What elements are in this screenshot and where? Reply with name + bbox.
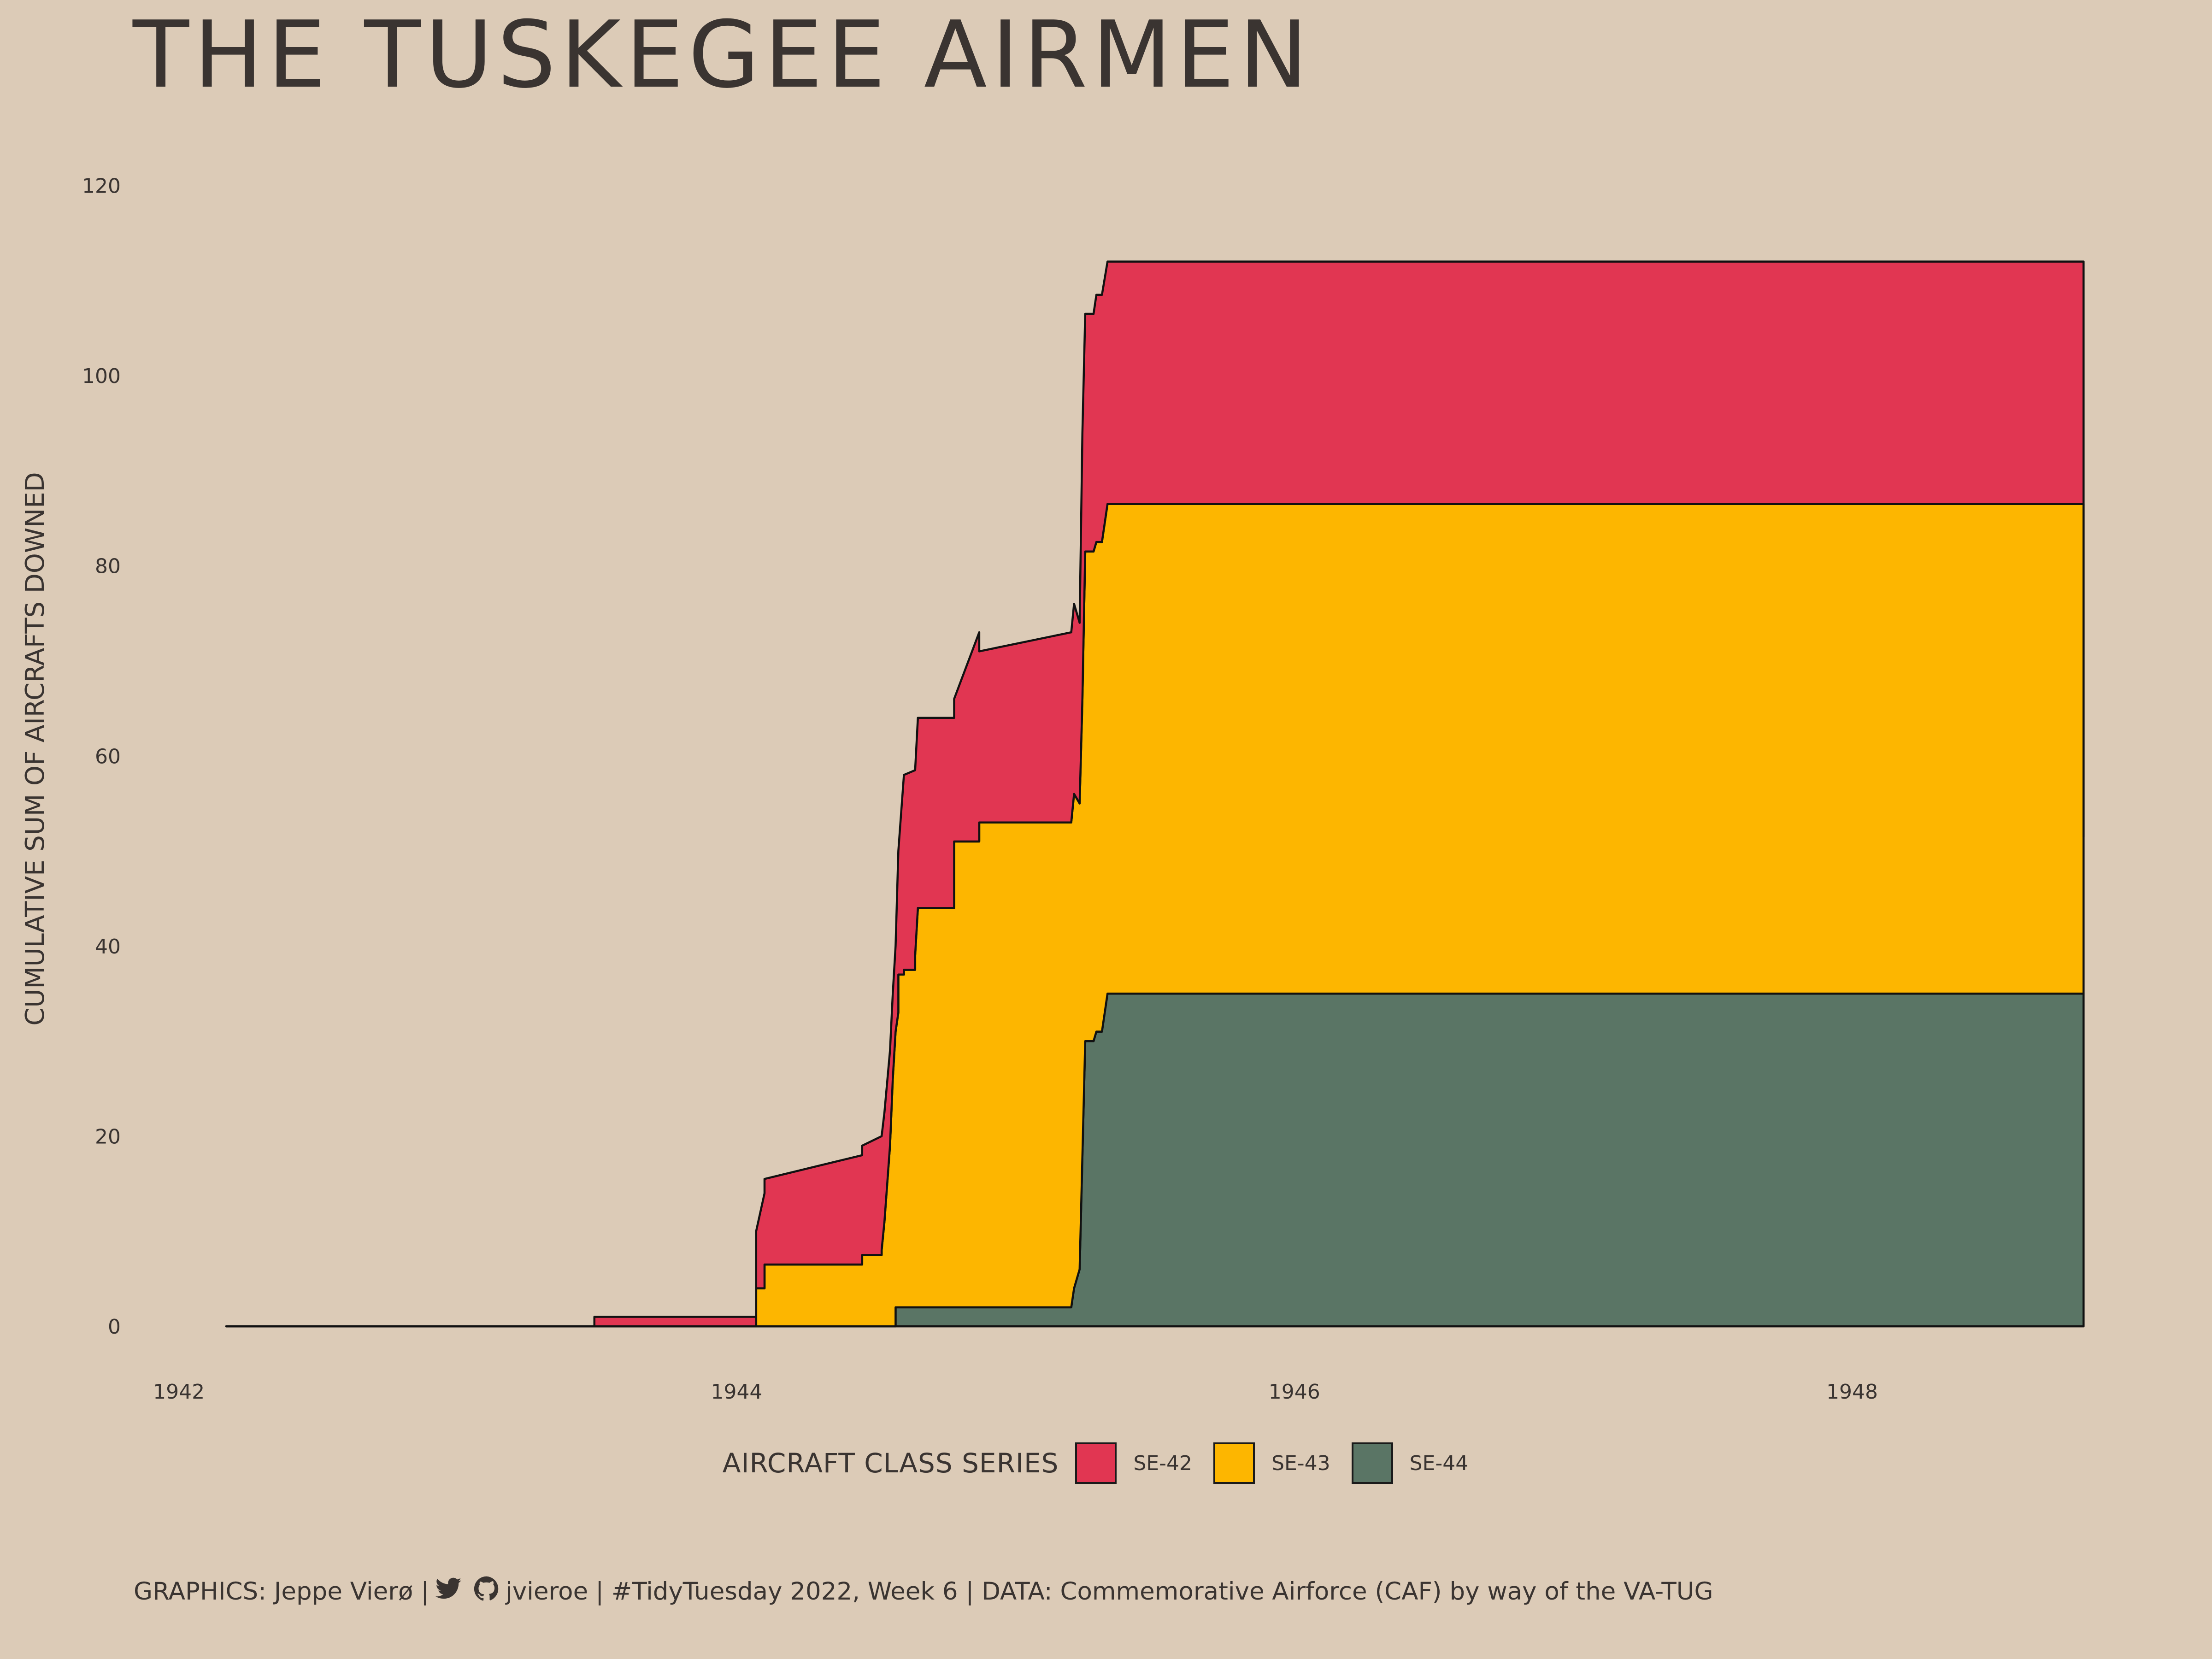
x-tick-label: 1948 — [1826, 1380, 1878, 1404]
y-tick-label: 60 — [95, 745, 121, 768]
github-icon — [474, 1576, 499, 1607]
legend-title: AIRCRAFT CLASS SERIES — [722, 1447, 1059, 1479]
legend-swatch-se-43 — [1213, 1442, 1255, 1484]
area-series-se-42 — [225, 260, 2085, 1328]
caption-suffix: | #TidyTuesday 2022, Week 6 | DATA: Comm… — [595, 1577, 1713, 1606]
legend-label-se-44: SE-44 — [1409, 1451, 1469, 1475]
y-tick-label: 120 — [82, 175, 121, 198]
legend-swatch-se-42 — [1075, 1442, 1117, 1484]
legend-label-se-42: SE-42 — [1133, 1451, 1193, 1475]
y-tick-label: 40 — [95, 935, 121, 959]
x-tick-label: 1942 — [153, 1380, 205, 1404]
x-tick-label: 1944 — [711, 1380, 762, 1404]
legend-item-se-42: SE-42 — [1075, 1442, 1192, 1484]
y-axis-ticks: 0 20 40 60 80 100 120 — [82, 175, 121, 1339]
legend-swatch-se-44 — [1351, 1442, 1393, 1484]
y-tick-label: 20 — [95, 1125, 121, 1149]
twitter-icon — [435, 1577, 462, 1606]
legend-item-se-43: SE-43 — [1213, 1442, 1330, 1484]
area-layers — [225, 260, 2085, 1328]
caption: GRAPHICS: Jeppe Vierø | jvieroe | #TidyT… — [134, 1576, 1713, 1607]
x-tick-label: 1946 — [1269, 1380, 1320, 1404]
chart-title: THE TUSKEGEE AIRMEN — [133, 1, 1313, 109]
area-series-se-44 — [225, 992, 2085, 1328]
caption-handle: jvieroe — [506, 1577, 588, 1606]
y-tick-label: 80 — [95, 555, 121, 578]
y-tick-label: 0 — [108, 1315, 121, 1339]
caption-prefix: GRAPHICS: Jeppe Vierø | — [134, 1577, 429, 1606]
y-axis-label: CUMULATIVE SUM OF AIRCRAFTS DOWNED — [20, 472, 50, 1026]
y-tick-label: 100 — [82, 365, 121, 388]
legend: AIRCRAFT CLASS SERIES SE-42 SE-43 SE-44 — [0, 1442, 2212, 1484]
legend-item-se-44: SE-44 — [1351, 1442, 1469, 1484]
legend-label-se-43: SE-43 — [1271, 1451, 1330, 1475]
x-axis-ticks: 1942 1944 1946 1948 — [153, 1380, 1878, 1404]
